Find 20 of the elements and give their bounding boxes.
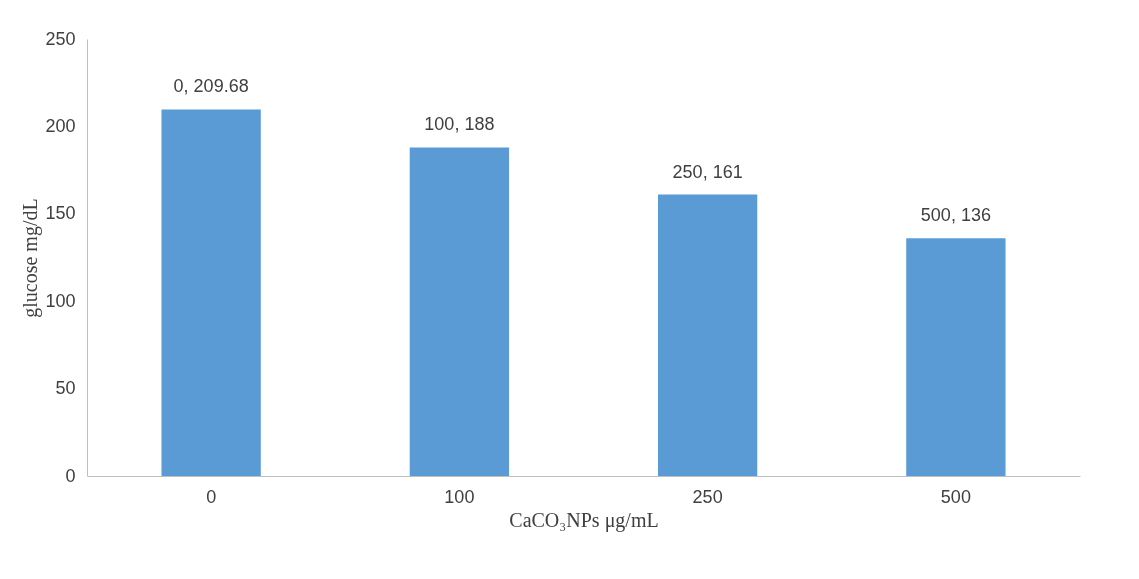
y-tick-label: 150 <box>45 203 76 224</box>
y-tick-label: 0 <box>65 465 76 486</box>
y-tick-label: 50 <box>55 378 76 399</box>
data-label: 100, 188 <box>424 114 495 135</box>
y-axis-title: glucose mg/dL <box>19 198 43 318</box>
bar <box>161 109 261 476</box>
bar <box>657 194 758 476</box>
bar <box>906 238 1006 476</box>
x-tick-label: 250 <box>692 486 723 507</box>
y-tick-label: 100 <box>45 290 76 311</box>
data-label: 0, 209.68 <box>173 76 249 97</box>
y-tick-label: 250 <box>45 28 76 49</box>
data-label: 250, 161 <box>672 161 743 182</box>
x-tick-label: 100 <box>444 486 475 507</box>
x-tick-label: 0 <box>206 486 217 507</box>
bar <box>409 147 510 476</box>
y-tick-label: 200 <box>45 115 76 136</box>
data-label: 500, 136 <box>920 205 991 226</box>
x-tick-label: 500 <box>940 486 971 507</box>
x-axis-title: CaCO₃NPs μg/mL <box>509 508 659 532</box>
